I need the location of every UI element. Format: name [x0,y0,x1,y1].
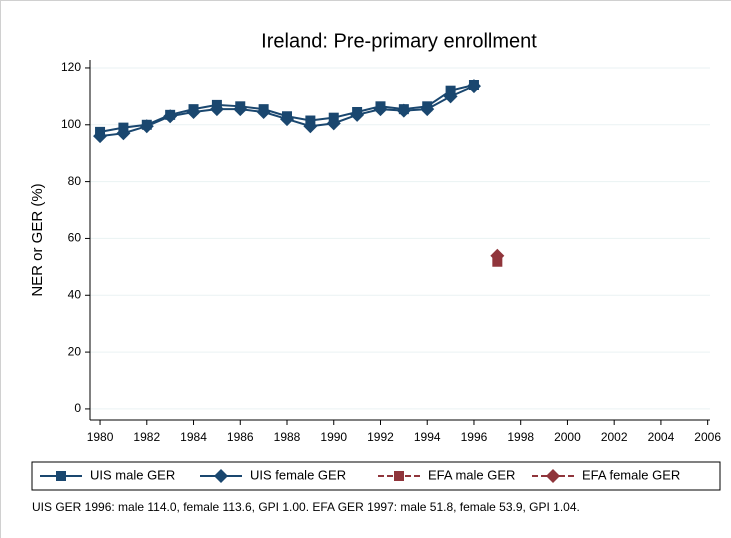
marker [186,104,201,119]
x-tick-label: 1992 [367,430,394,444]
x-tick-label: 1982 [133,430,160,444]
y-tick-label: 80 [68,174,82,188]
x-tick-label: 2000 [554,430,581,444]
note: UIS GER 1996: male 114.0, female 113.6, … [32,500,580,514]
marker [420,102,435,117]
x-tick-label: 1988 [274,430,301,444]
marker [139,119,154,134]
y-tick-label: 120 [61,60,81,74]
marker [93,129,108,144]
marker [443,89,458,104]
x-tick-label: 1996 [461,430,488,444]
marker [373,102,388,117]
marker [280,112,295,127]
legend-box [31,461,721,491]
legend-label: UIS female GER [250,467,346,482]
x-tick-label: 2006 [694,430,721,444]
x-tick-label: 1986 [227,430,254,444]
x-tick-label: 1984 [180,430,207,444]
marker [350,107,365,122]
marker [396,103,411,118]
legend-label: UIS male GER [90,467,175,482]
marker [56,471,66,481]
marker [116,126,131,141]
marker [209,102,224,117]
marker [256,104,271,119]
x-tick-label: 1980 [87,430,114,444]
x-tick-label: 1990 [320,430,347,444]
marker [214,469,228,483]
marker [466,79,481,94]
y-tick-label: 0 [74,401,81,415]
x-tick-label: 2002 [601,430,628,444]
legend-label: EFA female GER [582,467,680,482]
x-tick-label: 1998 [507,430,534,444]
y-tick-label: 100 [61,117,81,131]
marker [326,116,341,131]
y-tick-label: 40 [68,287,82,301]
marker [163,109,178,124]
marker [233,102,248,117]
chart-title: Ireland: Pre-primary enrollment [261,30,537,52]
y-axis-label: NER or GER (%) [29,183,46,296]
x-tick-label: 2004 [648,430,675,444]
legend-label: EFA male GER [428,467,515,482]
y-tick-label: 20 [68,344,82,358]
x-tick-label: 1994 [414,430,441,444]
marker [394,471,404,481]
y-tick-label: 60 [68,231,82,245]
marker [303,119,318,134]
marker [546,469,560,483]
marker [490,248,505,263]
